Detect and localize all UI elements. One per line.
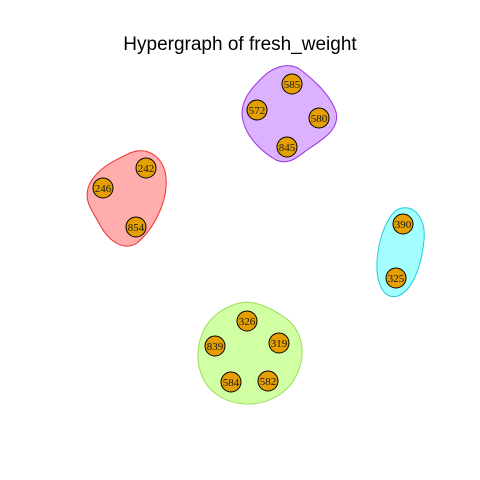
node-label-585: 585 [284, 79, 301, 91]
node-390: 390 [392, 213, 414, 235]
node-label-325: 325 [388, 273, 405, 285]
node-label-854: 854 [128, 222, 145, 234]
node-242: 242 [135, 157, 157, 179]
node-label-572: 572 [249, 105, 266, 117]
node-label-839: 839 [207, 341, 224, 353]
node-label-242: 242 [138, 163, 155, 175]
node-label-246: 246 [95, 183, 112, 195]
node-585: 585 [281, 73, 303, 95]
node-label-582: 582 [260, 376, 277, 388]
node-854: 854 [125, 216, 147, 238]
node-326: 326 [236, 310, 258, 332]
node-580: 580 [308, 107, 330, 129]
node-label-580: 580 [311, 113, 328, 125]
node-246: 246 [92, 177, 114, 199]
node-584: 584 [220, 371, 242, 393]
node-325: 325 [385, 267, 407, 289]
node-label-390: 390 [395, 219, 412, 231]
node-319: 319 [268, 332, 290, 354]
hyperedge-purple [241, 65, 338, 163]
page-title: Hypergraph of fresh_weight [123, 34, 357, 55]
node-572: 572 [246, 99, 268, 121]
node-845: 845 [276, 136, 298, 158]
node-label-584: 584 [223, 377, 240, 389]
node-label-326: 326 [239, 316, 256, 328]
node-label-319: 319 [271, 338, 288, 350]
node-582: 582 [257, 370, 279, 392]
node-label-845: 845 [279, 142, 296, 154]
node-839: 839 [204, 335, 226, 357]
